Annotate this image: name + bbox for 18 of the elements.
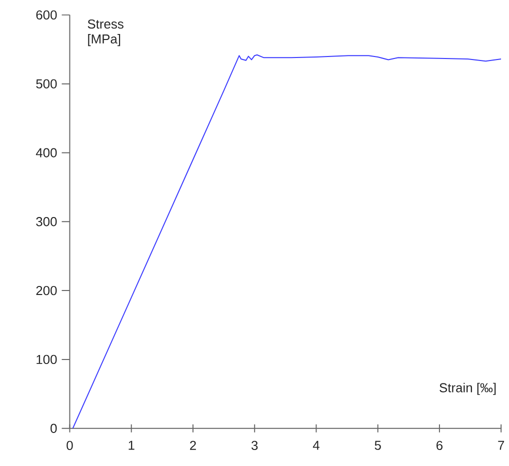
x-tick-label: 5 — [374, 440, 381, 450]
y-tick-label: 100 — [36, 354, 57, 364]
y-tick-label: 0 — [50, 424, 57, 433]
x-tick-label: 2 — [190, 440, 196, 450]
y-tick-label: 400 — [36, 148, 57, 158]
y-axis-title: Stress [MPa] — [88, 19, 124, 46]
y-tick-label: 200 — [36, 286, 57, 296]
y-tick-label: 600 — [36, 10, 57, 20]
x-tick-label: 0 — [66, 440, 73, 450]
x-axis-title: Strain [‰] — [440, 382, 496, 395]
x-tick-label: 6 — [436, 440, 443, 450]
y-tick-label: 300 — [36, 216, 57, 226]
x-tick-label: 4 — [312, 440, 320, 450]
x-tick-label: 1 — [128, 440, 134, 450]
line-series — [72, 54, 502, 428]
y-tick-label: 500 — [36, 79, 57, 88]
x-tick-label: 7 — [498, 440, 504, 450]
x-tick-label: 3 — [252, 440, 258, 450]
